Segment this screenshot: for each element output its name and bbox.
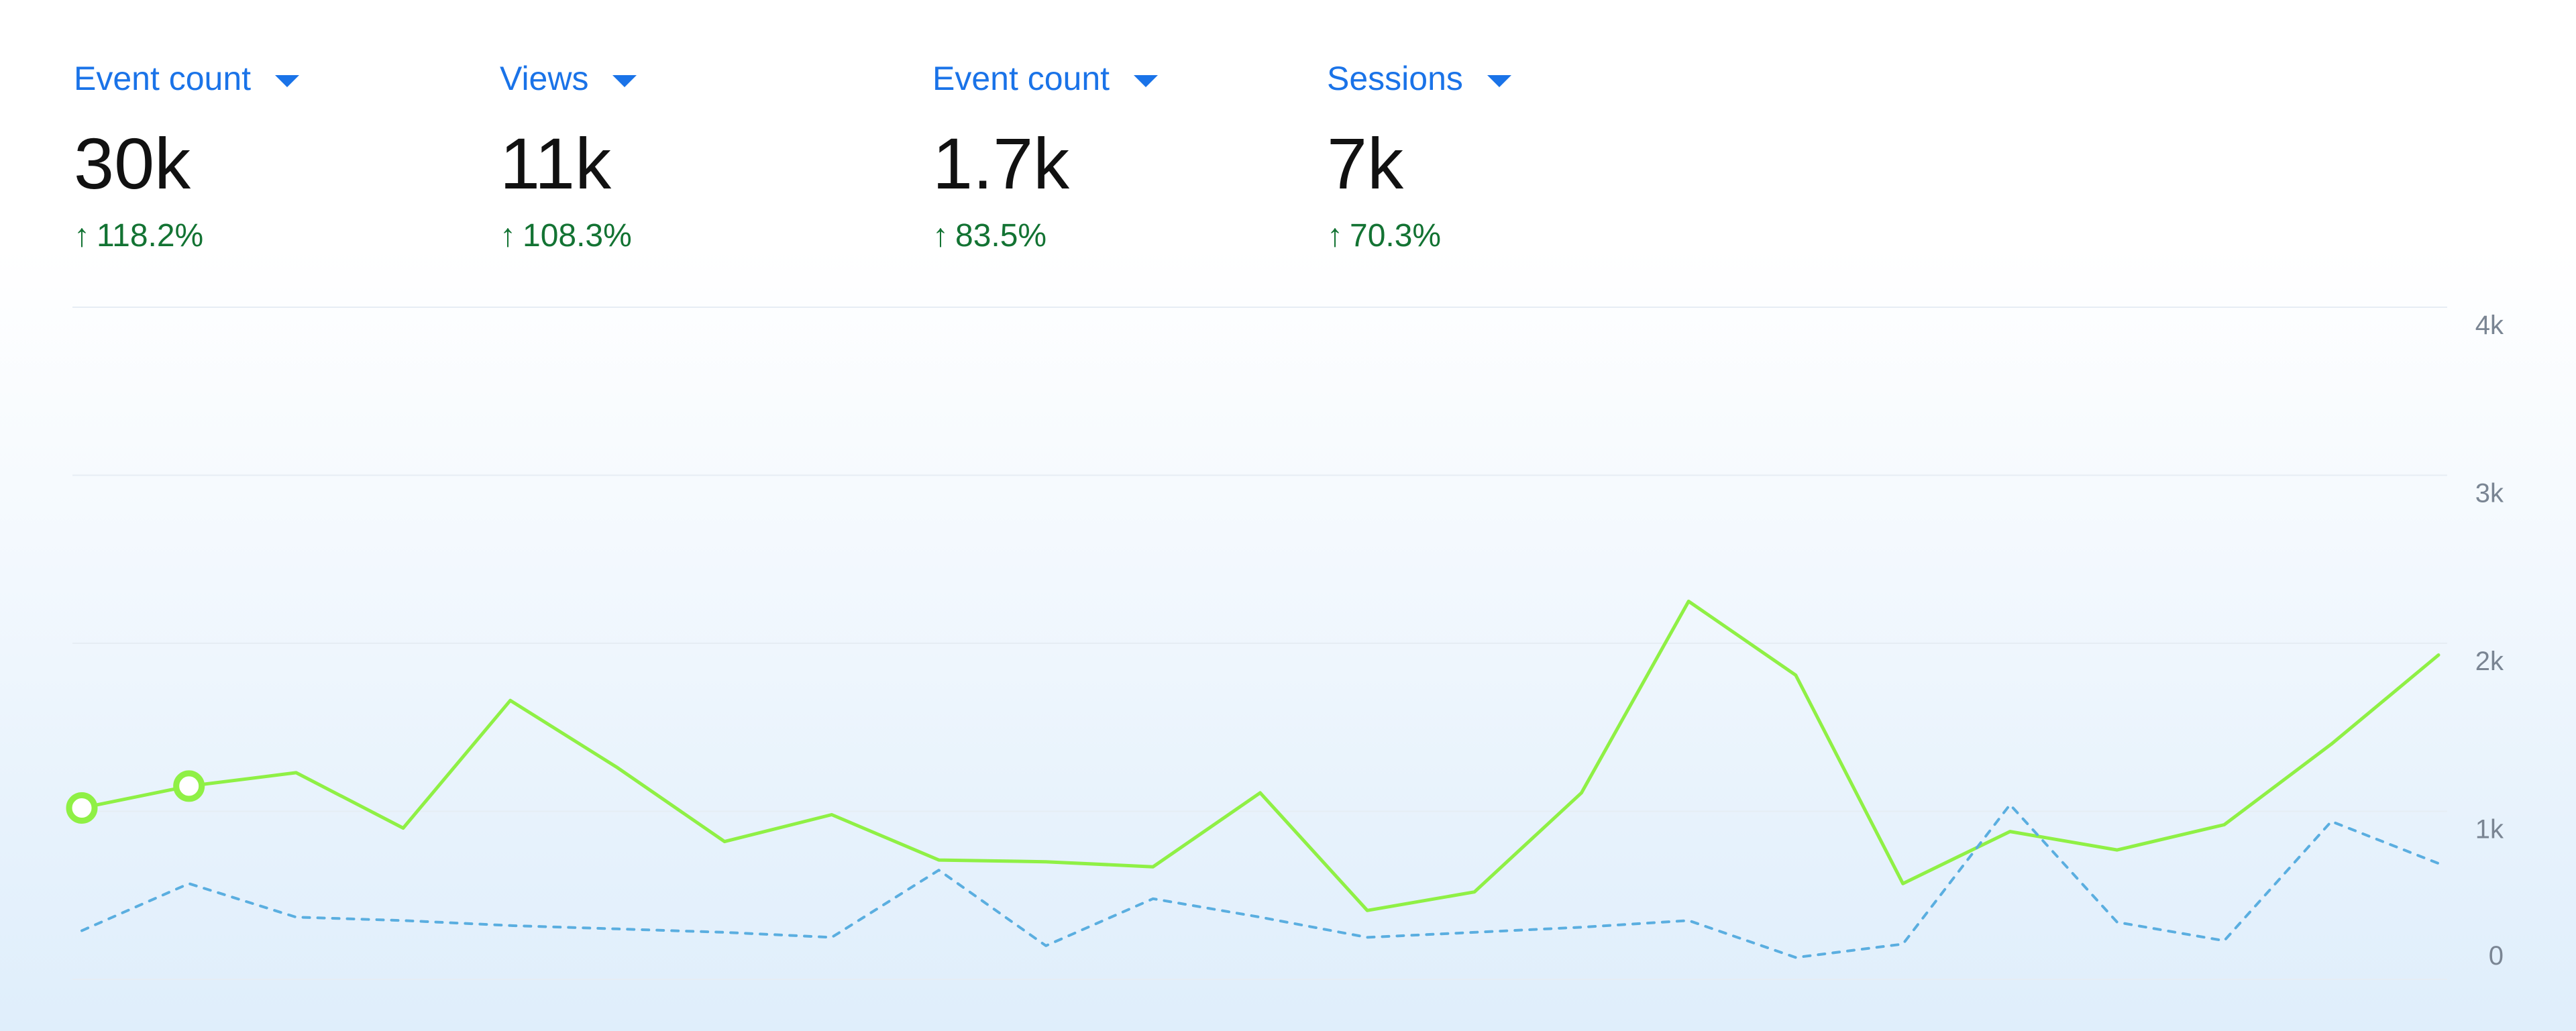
data-point-marker[interactable]	[173, 770, 205, 802]
metric-views[interactable]: Views 11k ↑ 108.3%	[500, 55, 637, 270]
metric-change-value: 83.5%	[955, 218, 1047, 254]
metric-change-value: 108.3%	[523, 218, 632, 254]
arrow-up-icon: ↑	[932, 218, 949, 254]
y-tick-label: 3k	[2475, 479, 2504, 508]
chevron-down-icon[interactable]	[612, 75, 637, 87]
metric-change: ↑ 118.2%	[74, 217, 203, 254]
series-line-primary	[80, 599, 2440, 912]
metric-change: ↑ 108.3%	[500, 217, 632, 254]
chevron-down-icon[interactable]	[1487, 75, 1511, 87]
metric-event-count-2[interactable]: Event count 1.7k ↑ 83.5%	[932, 55, 1159, 270]
y-tick-label: 0	[2489, 941, 2504, 971]
metric-value: 1.7k	[932, 123, 1070, 204]
metric-change: ↑ 70.3%	[1327, 217, 1441, 254]
arrow-up-icon: ↑	[74, 218, 90, 254]
metric-label[interactable]: Event count	[932, 60, 1110, 97]
metric-event-count[interactable]: Event count 30k ↑ 118.2%	[74, 55, 300, 270]
metric-selector[interactable]: Views	[500, 55, 637, 102]
metric-label[interactable]: Sessions	[1327, 60, 1463, 97]
metric-label[interactable]: Views	[500, 60, 589, 97]
metric-selector[interactable]: Event count	[932, 55, 1159, 102]
data-point-marker[interactable]	[66, 792, 98, 824]
metric-selector[interactable]: Sessions	[1327, 55, 1511, 102]
series-line-comparison	[80, 803, 2440, 959]
chevron-down-icon[interactable]	[1134, 75, 1159, 87]
y-tick-label: 4k	[2475, 311, 2504, 340]
metric-change-value: 70.3%	[1350, 218, 1442, 254]
arrow-up-icon: ↑	[500, 218, 516, 254]
metric-change-value: 118.2%	[97, 218, 204, 254]
y-tick-label: 2k	[2475, 647, 2504, 676]
metric-change: ↑ 83.5%	[932, 217, 1046, 254]
arrow-up-icon: ↑	[1327, 218, 1343, 254]
metric-value: 11k	[500, 123, 612, 204]
metric-sessions[interactable]: Sessions 7k ↑ 70.3%	[1327, 55, 1511, 270]
metric-value: 30k	[74, 123, 191, 204]
metrics-row: Event count 30k ↑ 118.2% Views 11k ↑ 108…	[0, 0, 2576, 282]
chevron-down-icon[interactable]	[275, 75, 300, 87]
metric-selector[interactable]: Event count	[74, 55, 300, 102]
metric-value: 7k	[1327, 123, 1404, 204]
metric-label[interactable]: Event count	[74, 60, 252, 97]
y-tick-label: 1k	[2475, 815, 2504, 845]
